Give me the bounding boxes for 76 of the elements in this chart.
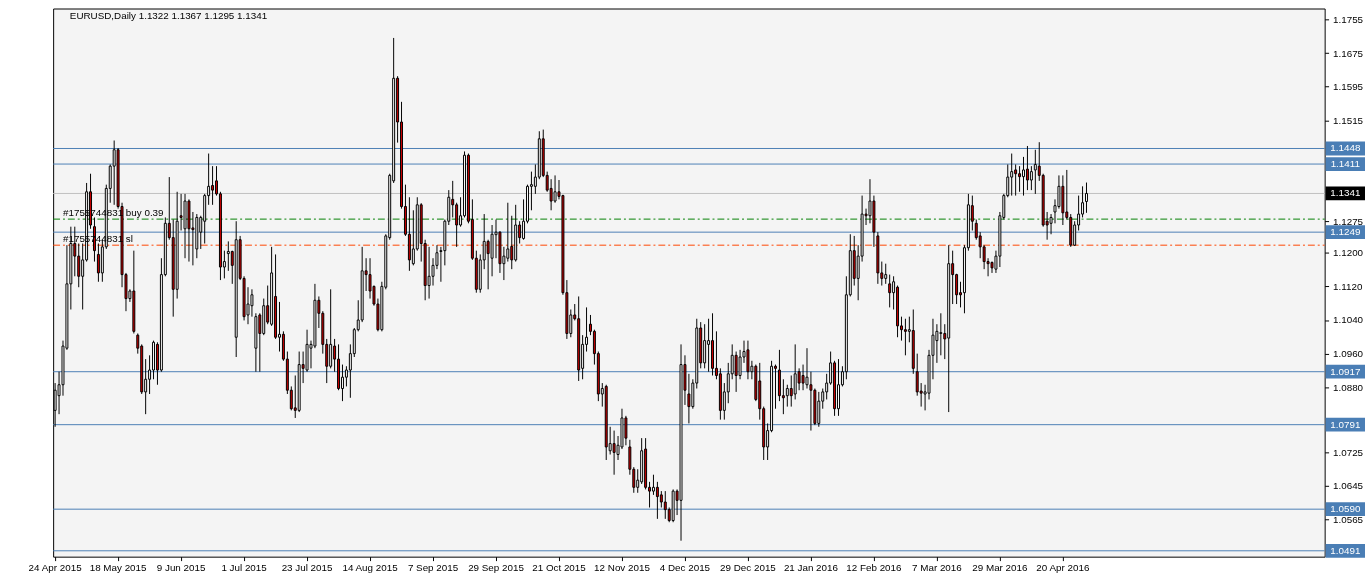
candlestick [1022, 156, 1025, 197]
candlestick [553, 174, 557, 204]
candlestick [211, 165, 215, 206]
candlestick [903, 318, 907, 356]
x-tick-label: 21 Oct 2015 [532, 561, 587, 573]
x-tick-label: 7 Mar 2016 [912, 561, 963, 573]
candlestick [1025, 145, 1029, 191]
y-tick-label: 1.1595 [1333, 81, 1364, 93]
candlestick [1085, 182, 1088, 214]
y-tick-label: 1.1515 [1333, 114, 1364, 126]
ref-line-label: 1.0791 [1330, 418, 1361, 430]
candlestick [915, 353, 919, 397]
x-tick-label: 7 Sep 2015 [407, 561, 459, 573]
candlestick [1014, 163, 1018, 197]
candlestick [655, 481, 659, 520]
x-tick-label: 14 Aug 2015 [342, 561, 399, 573]
y-tick-label: 1.1120 [1333, 280, 1363, 292]
x-tick-label: 12 Feb 2016 [846, 561, 903, 573]
candlestick [734, 351, 738, 393]
candlestick [888, 274, 892, 308]
candlestick [793, 343, 797, 400]
y-tick-label: 1.1675 [1333, 47, 1364, 59]
y-tick-label: 1.1755 [1333, 13, 1364, 25]
candlestick [651, 474, 655, 496]
candlestick [939, 312, 943, 356]
ref-line-label: 1.0590 [1330, 503, 1361, 515]
candlestick [1033, 149, 1037, 195]
candlestick [703, 323, 707, 369]
candlestick [785, 384, 789, 408]
y-tick-label: 1.0725 [1333, 446, 1364, 458]
x-tick-label: 21 Jan 2016 [783, 561, 839, 573]
candlestick [112, 140, 116, 206]
y-tick-label: 1.0645 [1333, 480, 1364, 492]
candlestick [663, 490, 667, 520]
chart-title: EURUSD,Daily 1.1322 1.1367 1.1295 1.1341 [69, 10, 268, 22]
y-tick-label: 1.1040 [1333, 314, 1364, 326]
x-tick-label: 4 Dec 2015 [659, 561, 711, 573]
ref-line-label: 1.0491 [1330, 544, 1361, 556]
x-tick-label: 20 Apr 2016 [1036, 561, 1090, 573]
y-tick-label: 1.0960 [1333, 348, 1364, 360]
candlestick [789, 375, 793, 408]
candlestick [226, 240, 230, 272]
candlestick [329, 288, 333, 369]
ref-line-label: 1.1341 [1330, 187, 1361, 199]
candlestick [746, 340, 750, 380]
x-tick-label: 1 Jul 2015 [221, 561, 268, 573]
candlestick [427, 246, 431, 300]
x-tick-label: 9 Jun 2015 [156, 561, 206, 573]
x-tick-label: 18 May 2015 [89, 561, 148, 573]
candlestick [96, 243, 100, 283]
ref-line-label: 1.1448 [1330, 142, 1361, 154]
candlestick [612, 430, 616, 476]
candlestick [77, 243, 81, 288]
candlestick [707, 318, 711, 373]
x-tick-label: 29 Sep 2015 [468, 561, 525, 573]
ref-line-label: 1.1411 [1330, 158, 1360, 169]
x-tick-label: 12 Nov 2015 [594, 561, 651, 573]
candlestick [455, 202, 459, 248]
y-tick-label: 1.0565 [1333, 514, 1364, 526]
x-tick-label: 29 Dec 2015 [720, 561, 777, 573]
candlestick [1029, 165, 1033, 191]
y-tick-label: 1.0880 [1333, 381, 1364, 393]
candlestick [1018, 165, 1022, 193]
ref-line-label: 1.1249 [1330, 226, 1361, 238]
candlestick [837, 358, 840, 417]
ref-line-label: 1.0917 [1330, 365, 1361, 377]
x-tick-label: 29 Mar 2016 [972, 561, 1029, 573]
candlestick [624, 415, 628, 446]
candlestick [1010, 153, 1014, 197]
candlestick [884, 263, 888, 285]
x-tick-label: 24 Apr 2015 [28, 561, 83, 573]
y-tick-label: 1.1200 [1333, 247, 1364, 259]
y-tick-label: 1.1275 [1333, 215, 1364, 227]
x-tick-label: 23 Jul 2015 [281, 561, 333, 573]
candlestick [510, 215, 514, 270]
candlestick [817, 391, 821, 428]
